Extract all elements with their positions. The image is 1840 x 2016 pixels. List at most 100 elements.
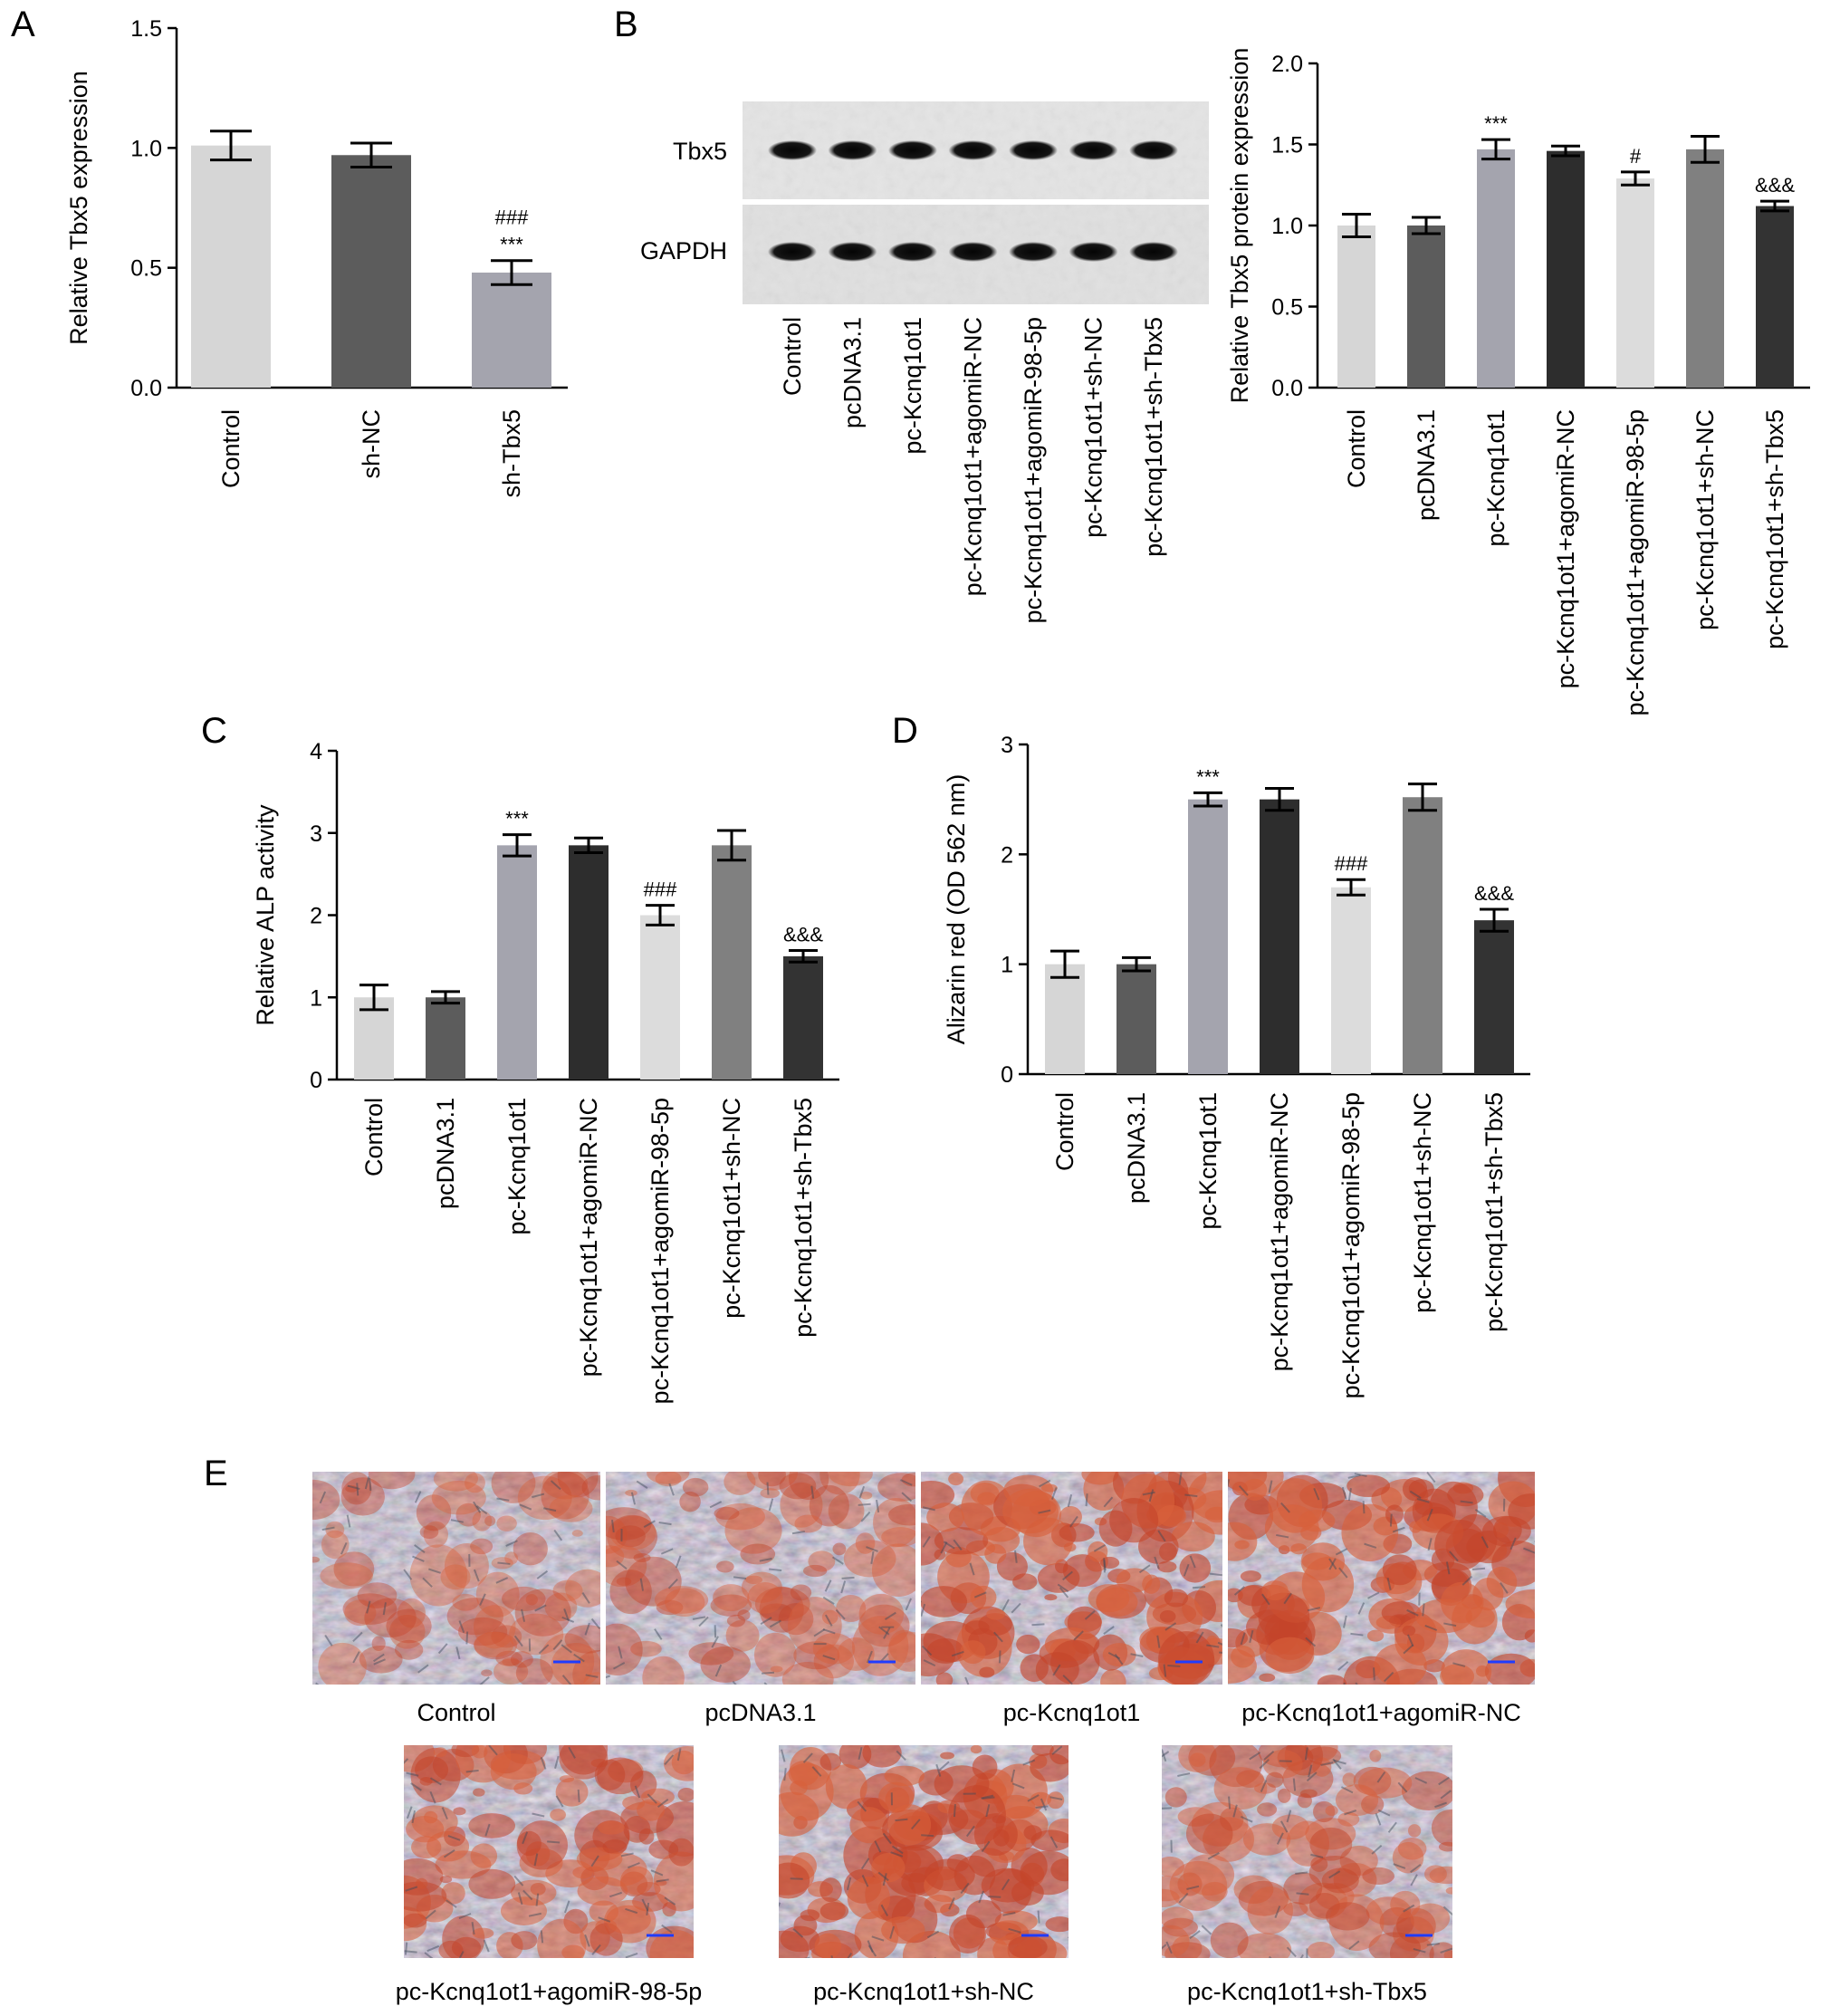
bar-control xyxy=(354,997,394,1080)
category-label-pc-kcnq1ot1: pc-Kcnq1ot1 xyxy=(1482,409,1509,547)
chart-c: 0 1 2 3 4 Relative ALP activity Control pcDNA3.… xyxy=(252,739,839,1404)
category-label-pc-kcnq1ot1-agomir-98-5p: pc-Kcnq1ot1+agomiR-98-5p xyxy=(1622,409,1649,715)
micrograph-pc-kcnq1ot1-agomir-nc xyxy=(1228,1472,1535,1685)
panel-letter-a: A xyxy=(11,5,35,44)
micrograph-pc-kcnq1ot1-sh-tbx5 xyxy=(1162,1745,1452,1958)
bar-pc-kcnq1ot1-sh-tbx5 xyxy=(1756,206,1794,388)
category-label-pc-kcnq1ot1: pc-Kcnq1ot1 xyxy=(1194,1092,1222,1230)
blot-lane-label-pc-kcnq1ot1-sh-nc: pc-Kcnq1ot1+sh-NC xyxy=(1080,317,1107,538)
blot-lane-label-control: Control xyxy=(779,317,806,396)
bar-control xyxy=(1045,964,1085,1074)
panel-letter-e: E xyxy=(204,1454,228,1493)
category-label-control: Control xyxy=(217,409,244,488)
bar-pc-kcnq1ot1 xyxy=(1188,799,1228,1074)
blot-band-tbx5-pc-kcnq1ot1-agomir-nc xyxy=(948,140,998,160)
significance-label: *** xyxy=(1484,112,1508,135)
bar-pcdna3-1 xyxy=(1407,226,1445,388)
bar-pc-kcnq1ot1-agomir-nc xyxy=(569,845,609,1080)
bar-pc-kcnq1ot1-sh-nc xyxy=(1686,149,1724,388)
bar-pc-kcnq1ot1-agomir-98-5p xyxy=(640,915,680,1080)
micrograph-caption-pc-kcnq1ot1-sh-tbx5: pc-Kcnq1ot1+sh-Tbx5 xyxy=(1187,1978,1427,2005)
micrograph-control xyxy=(312,1472,600,1685)
western-blot: Tbx5 GAPDH Control pcDNA3.1 pc-Kcnq1ot1 pc-… xyxy=(640,101,1209,623)
y-tick-label: 2 xyxy=(1001,842,1013,868)
category-label-pc-kcnq1ot1-sh-tbx5: pc-Kcnq1ot1+sh-Tbx5 xyxy=(1761,409,1788,649)
category-label-control: Control xyxy=(1051,1092,1078,1171)
significance-label: &&& xyxy=(1755,174,1795,197)
category-label-pc-kcnq1ot1-agomir-98-5p: pc-Kcnq1ot1+agomiR-98-5p xyxy=(647,1098,674,1404)
category-label-pc-kcnq1ot1: pc-Kcnq1ot1 xyxy=(503,1098,531,1235)
chart-d: 0 1 2 3 Alizarin red (OD 562 nm) Control pcDNA… xyxy=(943,733,1530,1398)
micrograph-panel: Control pcDNA3.1 pc-Kcnq1ot1 pc-Kcnq1ot1+ag… xyxy=(312,1472,1535,2005)
micrograph-pc-kcnq1ot1 xyxy=(921,1472,1222,1685)
bar-pc-kcnq1ot1-agomir-98-5p xyxy=(1616,178,1654,388)
micrograph-pc-kcnq1ot1-agomir-98-5p xyxy=(404,1745,694,1958)
micrograph-pcdna3-1 xyxy=(606,1472,915,1685)
blot-band-tbx5-pcdna3-1 xyxy=(828,140,877,160)
y-tick-label: 2.0 xyxy=(1271,52,1303,77)
bar-sh-tbx5 xyxy=(472,272,551,388)
blot-band-tbx5-pc-kcnq1ot1-sh-tbx5 xyxy=(1129,140,1178,160)
y-tick-label: 3 xyxy=(1001,733,1013,758)
panel-letter-d: D xyxy=(892,711,918,751)
blot-band-tbx5-pc-kcnq1ot1-sh-nc xyxy=(1069,140,1118,160)
y-tick-label: 1 xyxy=(1001,953,1013,978)
y-tick-label: 1.0 xyxy=(130,136,162,161)
category-label-control: Control xyxy=(360,1098,388,1176)
y-tick-label: 0.5 xyxy=(1271,295,1303,321)
chart-a: 0.0 0.5 1.0 1.5 Relative Tbx5 expression Cont… xyxy=(65,16,568,498)
blot-lane-label-pc-kcnq1ot1-agomir-98-5p: pc-Kcnq1ot1+agomiR-98-5p xyxy=(1020,317,1047,623)
significance-label: &&& xyxy=(1474,882,1514,905)
bar-pcdna3-1 xyxy=(426,997,465,1080)
bar-pc-kcnq1ot1-sh-nc xyxy=(1403,797,1442,1074)
y-tick-label: 0.0 xyxy=(1271,376,1303,401)
category-label-pcdna3-1: pcDNA3.1 xyxy=(432,1098,459,1209)
micrograph-caption-control: Control xyxy=(417,1699,495,1726)
blot-band-gapdh-pcdna3-1 xyxy=(828,242,877,262)
y-tick-label: 0 xyxy=(310,1068,322,1093)
blot-band-tbx5-pc-kcnq1ot1 xyxy=(888,140,937,160)
y-tick-label: 1 xyxy=(310,985,322,1011)
panel-letter-b: B xyxy=(614,5,638,44)
blot-band-tbx5-control xyxy=(768,140,817,160)
blot-band-gapdh-pc-kcnq1ot1-agomir-nc xyxy=(948,242,998,262)
bar-sh-nc xyxy=(331,155,411,389)
category-label-pc-kcnq1ot1-agomir-nc: pc-Kcnq1ot1+agomiR-NC xyxy=(575,1098,602,1377)
y-axis-title: Relative ALP activity xyxy=(252,804,279,1026)
category-label-pc-kcnq1ot1-sh-tbx5: pc-Kcnq1ot1+sh-Tbx5 xyxy=(1481,1092,1508,1332)
bar-pc-kcnq1ot1-sh-tbx5 xyxy=(1474,920,1514,1074)
blot-band-gapdh-control xyxy=(768,242,817,262)
bar-pc-kcnq1ot1 xyxy=(1477,149,1515,388)
significance-label: ### xyxy=(1335,852,1368,875)
significance-label: ### xyxy=(495,206,529,229)
y-axis-title: Relative Tbx5 protein expression xyxy=(1226,48,1253,404)
category-label-control: Control xyxy=(1343,409,1370,488)
significance-label: *** xyxy=(500,234,523,256)
blot-band-gapdh-pc-kcnq1ot1 xyxy=(888,242,937,262)
category-label-pcdna3-1: pcDNA3.1 xyxy=(1413,409,1440,521)
blot-band-gapdh-pc-kcnq1ot1-agomir-98-5p xyxy=(1009,242,1058,262)
blot-lane-label-pc-kcnq1ot1-agomir-nc: pc-Kcnq1ot1+agomiR-NC xyxy=(960,317,987,596)
bar-pcdna3-1 xyxy=(1116,964,1156,1074)
y-tick-label: 0 xyxy=(1001,1062,1013,1088)
y-tick-label: 4 xyxy=(310,739,322,764)
significance-label: &&& xyxy=(783,924,823,946)
category-label-pcdna3-1: pcDNA3.1 xyxy=(1123,1092,1150,1204)
bar-pc-kcnq1ot1-agomir-nc xyxy=(1260,799,1299,1074)
micrograph-caption-pc-kcnq1ot1-agomir-nc: pc-Kcnq1ot1+agomiR-NC xyxy=(1241,1699,1520,1726)
micrograph-pc-kcnq1ot1-sh-nc xyxy=(779,1745,1069,1958)
category-label-pc-kcnq1ot1-sh-nc: pc-Kcnq1ot1+sh-NC xyxy=(1691,409,1719,630)
micrograph-caption-pc-kcnq1ot1-agomir-98-5p: pc-Kcnq1ot1+agomiR-98-5p xyxy=(396,1978,702,2005)
significance-label: ### xyxy=(644,878,677,901)
blot-label-tbx5: Tbx5 xyxy=(673,138,727,165)
bar-pc-kcnq1ot1-agomir-nc xyxy=(1547,150,1585,388)
y-tick-label: 3 xyxy=(310,821,322,847)
bar-pc-kcnq1ot1-agomir-98-5p xyxy=(1331,887,1371,1074)
blot-band-tbx5-pc-kcnq1ot1-agomir-98-5p xyxy=(1009,140,1058,160)
y-tick-label: 1.0 xyxy=(1271,214,1303,239)
category-label-pc-kcnq1ot1-agomir-98-5p: pc-Kcnq1ot1+agomiR-98-5p xyxy=(1337,1092,1365,1398)
bar-pc-kcnq1ot1-sh-nc xyxy=(712,845,752,1080)
bar-pc-kcnq1ot1-sh-tbx5 xyxy=(783,955,823,1080)
category-label-pc-kcnq1ot1-sh-nc: pc-Kcnq1ot1+sh-NC xyxy=(718,1098,745,1319)
